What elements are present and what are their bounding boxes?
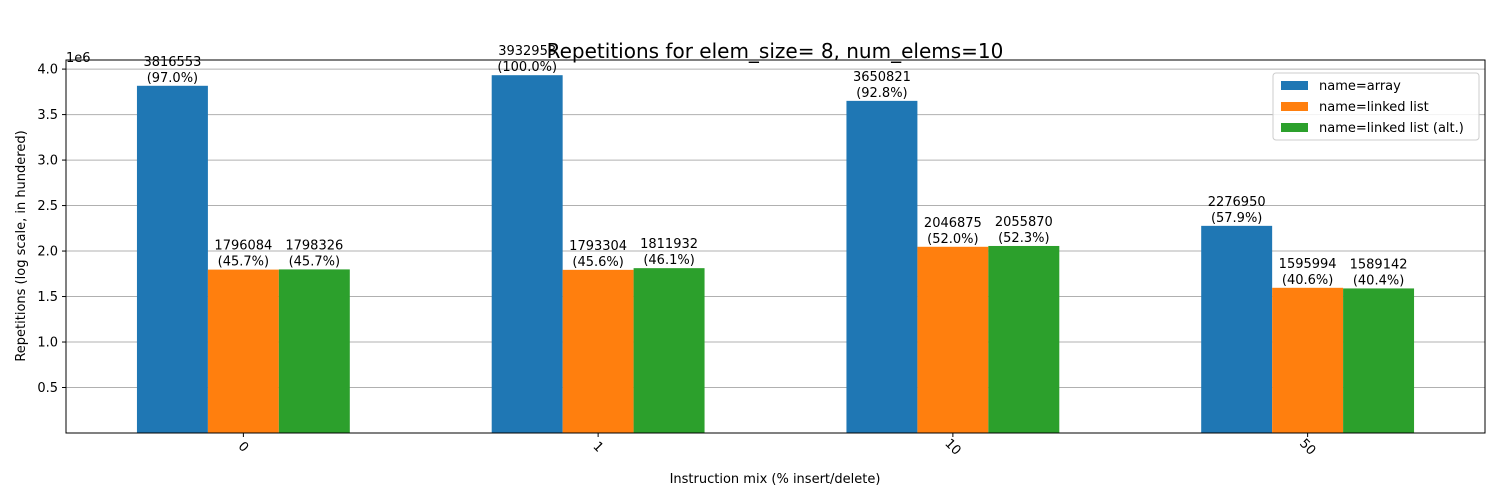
bar — [278, 269, 350, 433]
y-tick-label: 3.5 — [37, 108, 58, 123]
x-tick-label: 1 — [590, 439, 606, 455]
legend-swatch — [1281, 123, 1308, 132]
bar — [1343, 288, 1415, 433]
legend-swatch — [1281, 81, 1308, 90]
bar-data-label: 2276950 (57.9%) — [1208, 195, 1266, 226]
x-tick-label: 10 — [941, 436, 963, 458]
legend-entry-label: name=linked list (alt.) — [1319, 121, 1464, 136]
legend-swatch — [1281, 102, 1308, 111]
bar — [491, 75, 563, 433]
y-tick-label: 2.5 — [37, 199, 58, 214]
y-tick-label: 4.0 — [37, 63, 58, 78]
x-axis-label: Instruction mix (% insert/delete) — [670, 472, 881, 487]
y-tick-label: 1.5 — [37, 290, 58, 305]
bar-data-label: 1811932 (46.1%) — [640, 237, 698, 268]
y-tick-label: 2.0 — [37, 245, 58, 260]
bar-data-label: 3932953 (100.0%) — [497, 44, 557, 75]
bar-data-label: 1595994 (40.6%) — [1279, 257, 1337, 288]
bar — [846, 100, 918, 434]
x-tick-label: 0 — [235, 439, 251, 455]
bar — [917, 246, 989, 433]
y-offset-text: 1e6 — [66, 51, 91, 66]
y-tick-label: 0.5 — [37, 381, 58, 396]
y-tick-label: 3.0 — [37, 154, 58, 169]
chart-title: Repetitions for elem_size= 8, num_elems=… — [547, 39, 1004, 63]
bar — [1272, 287, 1344, 433]
bar-data-label: 1798326 (45.7%) — [285, 238, 343, 269]
legend: name=array name=linked list name=linked li… — [1272, 72, 1480, 141]
bar-data-label: 1796084 (45.7%) — [214, 239, 272, 270]
plot-frame — [65, 59, 1486, 434]
bar — [136, 85, 208, 433]
bar — [1201, 225, 1273, 433]
bar-data-label: 1793304 (45.6%) — [569, 239, 627, 270]
bar — [633, 268, 705, 433]
legend-box — [1272, 72, 1480, 141]
data-labels-layer: 3816553 (97.0%) 1796084 (45.7%) 1798326 (45.7… — [143, 44, 1407, 288]
bar-data-label: 2055870 (52.3%) — [995, 215, 1053, 246]
bar — [562, 269, 634, 433]
bar-data-label: 3816553 (97.0%) — [143, 55, 201, 86]
legend-entry-label: name=linked list — [1319, 100, 1429, 115]
y-tick-label: 1.0 — [37, 336, 58, 351]
x-tick-label: 50 — [1296, 436, 1318, 458]
bar-data-label: 3650821 (92.8%) — [853, 70, 911, 101]
bar-data-label: 1589142 (40.4%) — [1350, 257, 1408, 288]
bars-layer — [136, 75, 1415, 434]
bar-data-label: 2046875 (52.0%) — [924, 216, 982, 247]
y-axis-label: Repetitions (log scale, in hundered) — [14, 130, 29, 361]
bar — [207, 269, 279, 433]
bar — [988, 245, 1060, 433]
legend-entry-label: name=array — [1319, 79, 1401, 94]
